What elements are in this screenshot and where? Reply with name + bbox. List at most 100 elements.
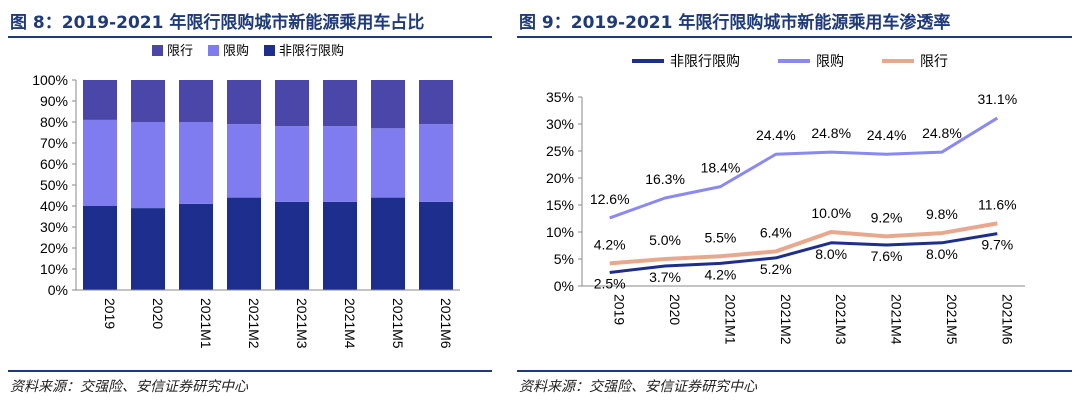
legend-label-2: 非限行限购 (279, 43, 344, 58)
legend-swatch-1 (208, 45, 219, 56)
legend-swatch-2 (264, 45, 275, 56)
legend-label-0: 限行 (167, 43, 193, 58)
data-label-非限行限购: 8.0% (815, 246, 847, 262)
data-label-限行: 9.8% (926, 206, 958, 222)
y-tick-label: 20% (546, 170, 574, 186)
y-tick-label: 5% (554, 251, 574, 267)
y-tick-label: 40% (40, 198, 68, 214)
left-source-note: 资料来源：交强险、安信证券研究中心 (10, 379, 248, 395)
bar-限购-2021M6 (419, 124, 453, 202)
line-chart: 非限行限购 限购 限行 0% 5% 10% 15% 20% 25% 30% 35% 2019 2020 2… (546, 53, 1025, 345)
y-tick-label: 10% (546, 224, 574, 240)
legend-swatch-0 (152, 45, 163, 56)
bar-非限行限购-2021M6 (419, 201, 453, 290)
x-tick-label: 2021M6 (438, 298, 454, 349)
bar-限购-2021M1 (179, 122, 213, 204)
y-tick-label: 0% (554, 278, 574, 294)
legend-label-0: 非限行限购 (670, 53, 740, 69)
left-title-rule (8, 36, 492, 38)
x-tick-label: 2021M3 (294, 298, 310, 349)
x-tick-label: 2021M6 (999, 294, 1015, 345)
x-tick-label: 2021M4 (889, 294, 905, 345)
data-label-限行: 4.2% (594, 236, 626, 252)
data-label-限行: 9.2% (871, 209, 903, 225)
data-label-限行: 10.0% (811, 205, 851, 221)
bar-限购-2021M4 (323, 126, 357, 202)
data-label-限购: 18.4% (701, 160, 741, 176)
stacked-bar-chart: 限行 限购 非限行限购 0% 10% 20% 30% 40% 50% 60% 70% 80% 90% 10… (32, 43, 460, 349)
bar-非限行限购-2020 (131, 208, 165, 290)
bar-非限行限购-2021M3 (275, 201, 309, 290)
y-tick-label: 0% (48, 282, 68, 298)
y-tick-label: 30% (546, 116, 574, 132)
bar-限行-2021M5 (371, 80, 405, 129)
bar-限行-2021M4 (323, 80, 357, 127)
y-tick-label: 10% (40, 261, 68, 277)
right-source-note: 资料来源：交强险、安信证券研究中心 (519, 379, 757, 395)
y-tick-label: 50% (40, 177, 68, 193)
bar-非限行限购-2021M4 (323, 201, 357, 290)
y-tick-label: 90% (40, 93, 68, 109)
data-label-限行: 5.5% (704, 229, 736, 245)
data-label-限购: 24.4% (756, 127, 796, 143)
x-tick-label: 2021M2 (778, 294, 794, 345)
bar-限购-2021M2 (227, 124, 261, 198)
data-label-限购: 31.1% (977, 91, 1017, 107)
data-label-非限行限购: 8.0% (926, 246, 958, 262)
x-tick-label: 2020 (150, 298, 166, 329)
data-label-限购: 16.3% (645, 171, 685, 187)
x-tick-label: 2019 (612, 294, 628, 325)
data-label-非限行限购: 7.6% (871, 248, 903, 264)
data-label-非限行限购: 5.2% (760, 261, 792, 277)
data-label-非限行限购: 2.5% (594, 276, 626, 292)
series-line-限购 (609, 116, 999, 220)
data-label-限购: 24.8% (922, 125, 962, 141)
y-tick-label: 30% (40, 219, 68, 235)
data-label-限行: 11.6% (978, 196, 1017, 212)
y-tick-label: 20% (40, 240, 68, 256)
bar-限行-2020 (131, 80, 165, 122)
right-source-rule (517, 370, 1072, 372)
bar-非限行限购-2021M1 (179, 203, 213, 290)
legend-label-2: 限行 (920, 53, 948, 69)
y-tick-label: 15% (546, 197, 574, 213)
x-tick-label: 2021M1 (722, 294, 738, 345)
x-tick-label: 2019 (102, 298, 118, 329)
bar-限行-2019 (83, 80, 117, 120)
y-tick-label: 25% (546, 143, 574, 159)
x-tick-label: 2021M4 (342, 298, 358, 349)
data-label-限行: 5.0% (649, 232, 681, 248)
bar-限购-2019 (83, 119, 117, 206)
y-tick-label: 100% (32, 72, 68, 88)
x-tick-label: 2021M2 (246, 298, 262, 349)
y-tick-label: 35% (546, 89, 574, 105)
y-tick-label: 70% (40, 135, 68, 151)
x-tick-label: 2021M1 (198, 298, 214, 349)
x-tick-label: 2020 (667, 294, 683, 325)
y-tick-label: 80% (40, 114, 68, 130)
right-figure-title: 图 9：2019-2021 年限行限购城市新能源乘用车渗透率 (519, 13, 951, 33)
legend-label-1: 限购 (223, 43, 249, 58)
x-tick-label: 2021M5 (944, 294, 960, 345)
bar-限行-2021M1 (179, 80, 213, 122)
legend-label-1: 限购 (816, 53, 844, 69)
right-title-rule (517, 36, 1072, 38)
x-tick-label: 2021M5 (390, 298, 406, 349)
series-line-限行 (609, 221, 998, 266)
data-label-限行: 6.4% (760, 224, 792, 240)
data-label-非限行限购: 4.2% (704, 266, 736, 282)
bar-限购-2021M5 (371, 128, 405, 198)
bar-限行-2021M3 (275, 80, 309, 127)
series-line-非限行限购 (609, 232, 998, 274)
data-label-限购: 12.6% (590, 191, 630, 207)
left-source-rule (8, 370, 492, 372)
y-tick-label: 60% (40, 156, 68, 172)
bar-限购-2021M3 (275, 126, 309, 202)
data-label-非限行限购: 3.7% (649, 269, 681, 285)
bar-限行-2021M6 (419, 80, 453, 125)
bar-非限行限购-2021M2 (227, 197, 261, 290)
data-label-限购: 24.8% (811, 125, 851, 141)
bar-限行-2021M2 (227, 80, 261, 125)
left-figure-title: 图 8：2019-2021 年限行限购城市新能源乘用车占比 (10, 13, 425, 33)
data-label-非限行限购: 9.7% (981, 237, 1013, 253)
